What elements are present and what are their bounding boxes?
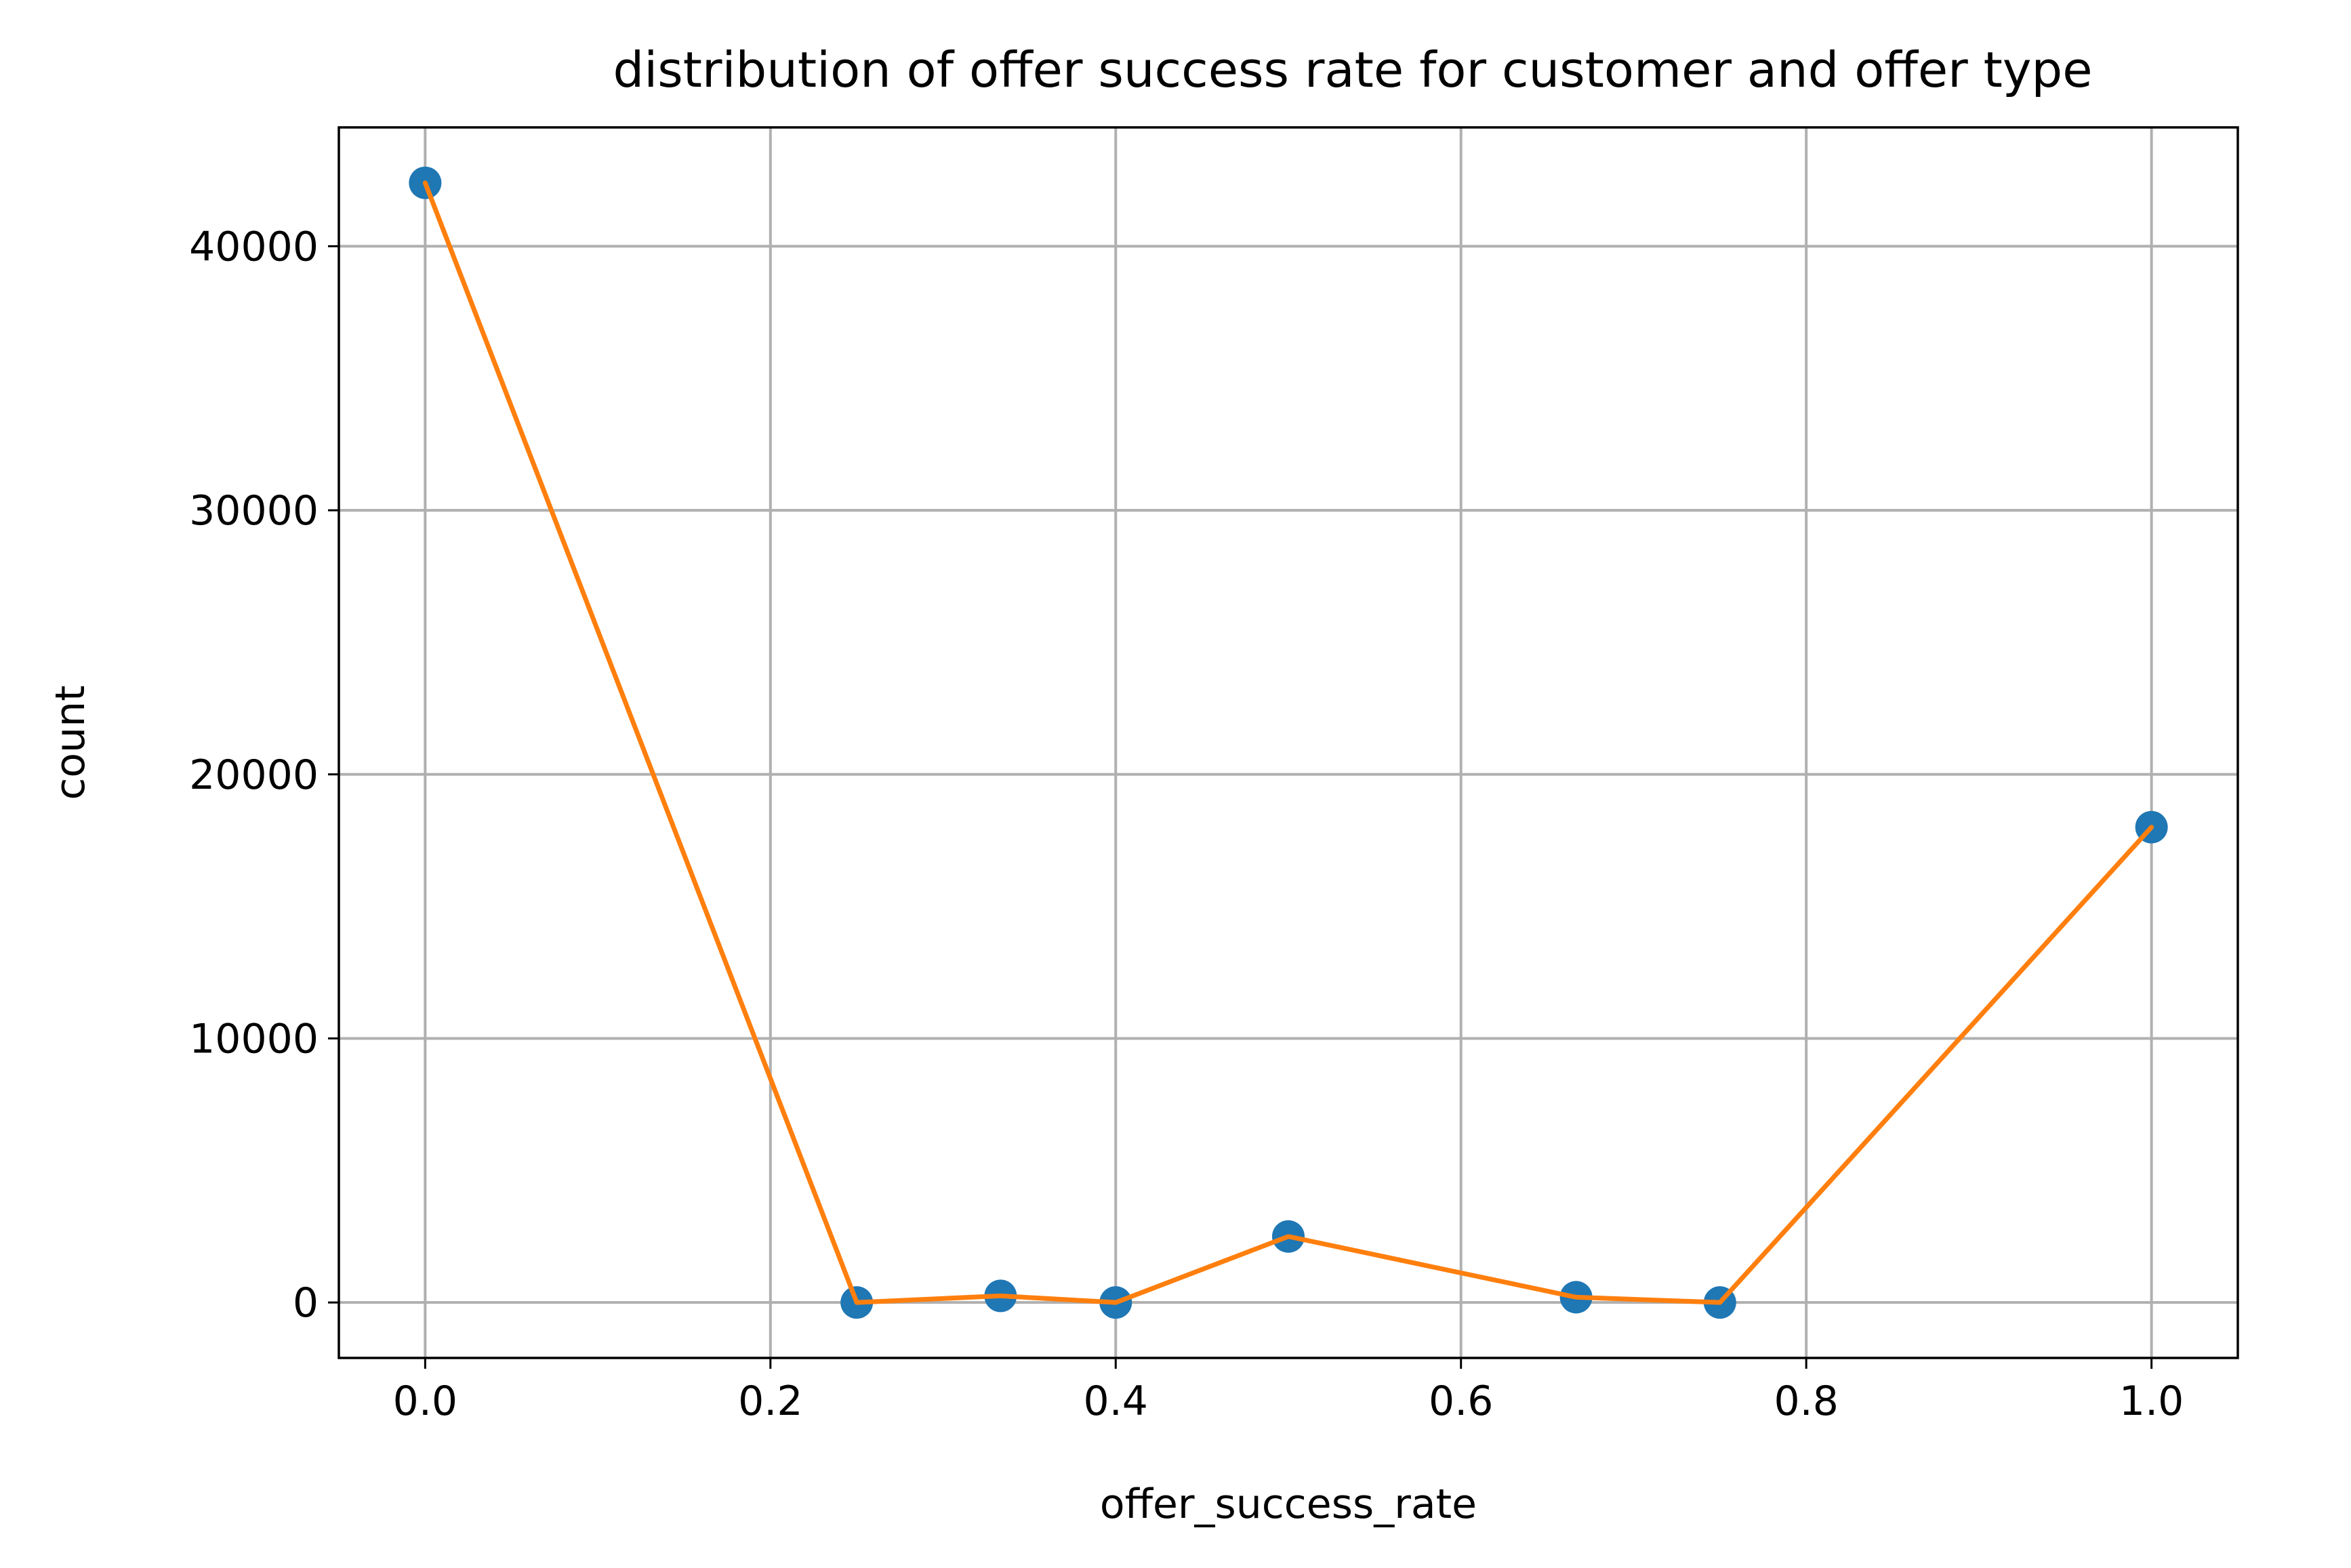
x-tick-label: 1.0 [2119,1378,2184,1425]
series-layer [409,166,2168,1319]
x-tick-label: 0.6 [1429,1378,1493,1425]
x-tick-label: 0.0 [393,1378,457,1425]
y-axis-label: count [47,685,94,800]
chart-title: distribution of offer success rate for c… [613,41,2092,98]
y-tick-label: 10000 [189,1015,319,1062]
grid [339,127,2238,1358]
x-tick-label: 0.8 [1774,1378,1838,1425]
plot-frame [338,126,2239,1359]
x-axis-label: offer_success_rate [1100,1481,1477,1528]
y-tick-label: 30000 [189,487,319,535]
y-tick-label: 40000 [189,223,319,270]
x-tick-label: 0.2 [738,1378,802,1425]
series-line [422,180,2154,1305]
x-tick-label: 0.4 [1084,1378,1148,1425]
y-tick-label: 20000 [189,751,319,799]
ticks: 0.0 0.2 0.4 0.6 0.8 1.0 0 10000 20000 30000 40000 [189,223,2184,1425]
y-tick-label: 0 [293,1279,319,1327]
